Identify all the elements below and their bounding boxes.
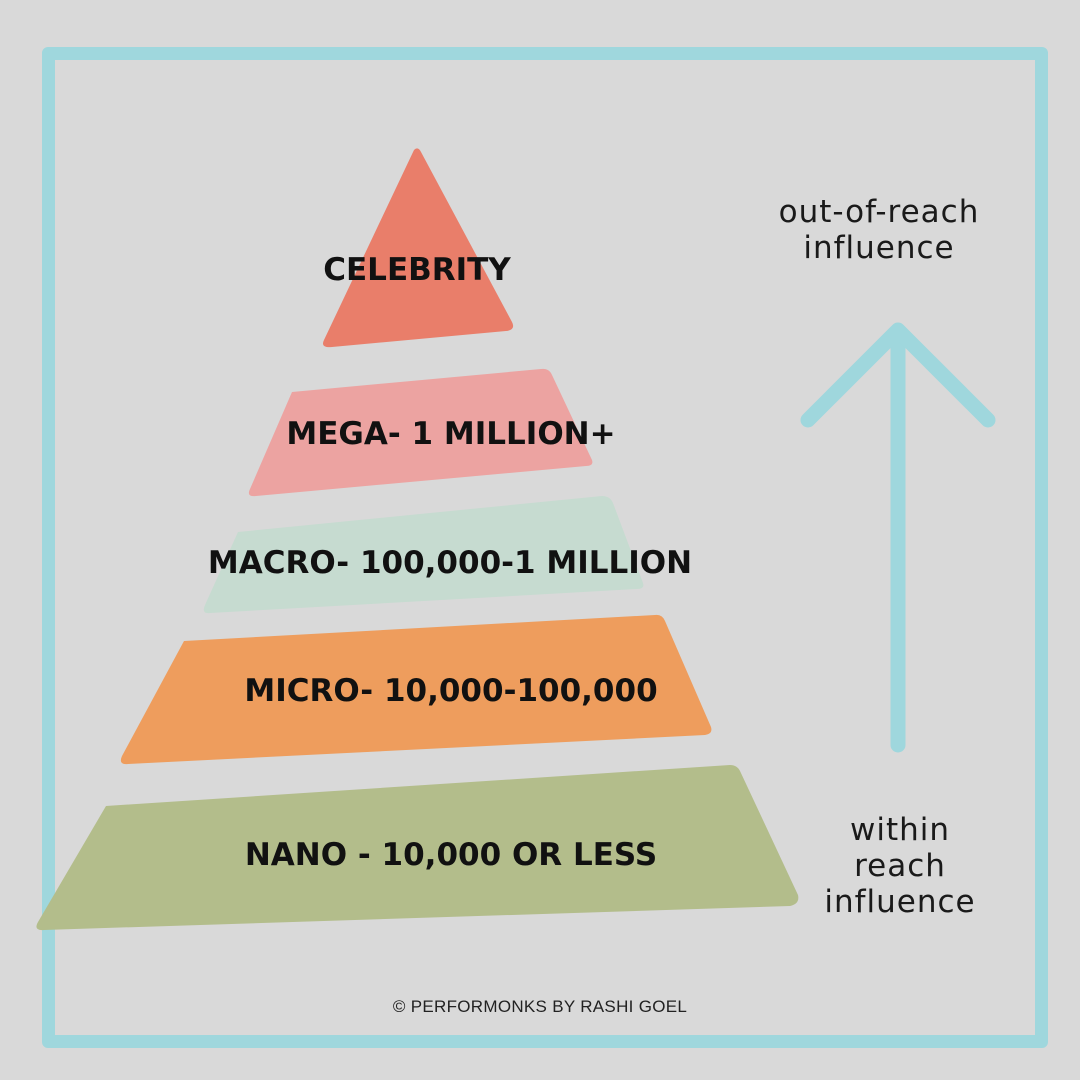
micro-tier-shape: [120, 614, 712, 765]
tier-label-micro: MICRO- 10,000-100,000: [244, 673, 658, 709]
copyright-text: © PERFORMONKS BY RASHI GOEL: [392, 997, 688, 1016]
tier-label-nano: NANO - 10,000 OR LESS: [244, 837, 658, 873]
within-reach-line2: influence: [824, 884, 976, 920]
out-of-reach-label: out-of-reach influence: [779, 194, 980, 266]
tier-label-macro: MACRO- 100,000-1 MILLION: [207, 545, 693, 581]
mega-tier-shape: [248, 368, 593, 497]
out-of-reach-line2: influence: [803, 230, 955, 266]
page-frame: [42, 47, 1048, 1048]
macro-tier-shape: [203, 496, 644, 614]
nano-tier-shape: [36, 765, 799, 931]
within-reach-line1: within reach: [849, 812, 951, 884]
tier-label-celebrity: CELEBRITY: [323, 252, 511, 288]
arrow-up-icon: [800, 322, 996, 753]
out-of-reach-line1: out-of-reach: [778, 194, 980, 230]
celebrity-tier-shape: [323, 148, 514, 348]
tier-label-mega: MEGA- 1 MILLION+: [286, 416, 616, 452]
within-reach-label: within reach influence: [810, 812, 990, 920]
